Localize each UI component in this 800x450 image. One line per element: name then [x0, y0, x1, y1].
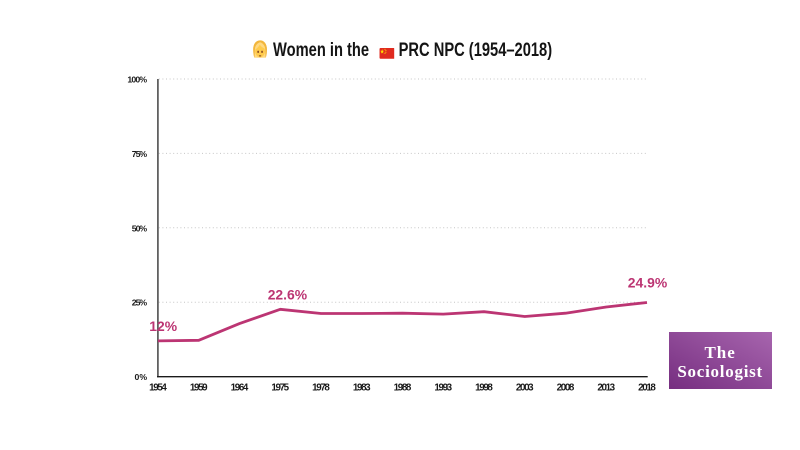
svg-text:22.6%: 22.6%	[268, 287, 307, 303]
svg-text:1983: 1983	[353, 383, 371, 394]
svg-text:100%: 100%	[127, 75, 147, 85]
svg-text:2013: 2013	[597, 383, 615, 394]
svg-text:25%: 25%	[132, 298, 148, 308]
svg-text:2018: 2018	[638, 383, 656, 394]
svg-text:1988: 1988	[394, 383, 412, 394]
svg-text:0%: 0%	[135, 372, 148, 382]
svg-text:12%: 12%	[149, 318, 177, 334]
svg-text:1975: 1975	[271, 383, 289, 394]
svg-text:1978: 1978	[312, 383, 330, 394]
svg-text:1954: 1954	[149, 383, 167, 394]
svg-text:50%: 50%	[132, 223, 148, 233]
svg-text:2008: 2008	[557, 383, 575, 394]
svg-text:1998: 1998	[475, 383, 493, 394]
svg-text:2003: 2003	[516, 383, 534, 394]
svg-text:75%: 75%	[132, 149, 148, 159]
svg-text:1993: 1993	[434, 383, 452, 394]
svg-text:1959: 1959	[190, 383, 208, 394]
svg-text:24.9%: 24.9%	[628, 275, 667, 291]
svg-text:1964: 1964	[231, 383, 249, 394]
